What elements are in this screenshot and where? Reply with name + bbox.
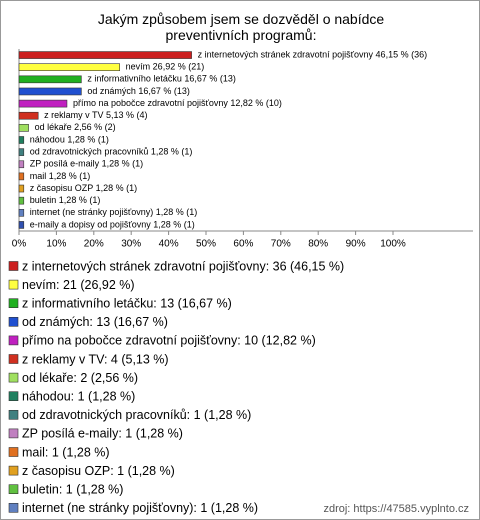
legend-swatch	[8, 447, 19, 457]
x-tick-label: 30%	[121, 239, 141, 250]
x-tick-label: 10%	[46, 239, 66, 250]
legend-swatch	[8, 391, 19, 402]
bar-label: buletin 1,28 % (1)	[30, 195, 101, 205]
legend-swatch	[8, 335, 19, 346]
bar	[18, 209, 25, 217]
bar-label: z internetových stránek zdravotní pojišť…	[198, 49, 428, 59]
legend-swatch	[8, 502, 19, 513]
bar-label: z informativního letáčku 16,67 % (13)	[87, 74, 236, 84]
bar-label: internet (ne stránky pojišťovny) 1,28 % …	[30, 207, 197, 217]
bar-label: mail 1,28 % (1)	[30, 171, 91, 181]
bar-label: přímo na pobočce zdravotní pojišťovny 12…	[73, 98, 282, 108]
bar-label: od lékaře 2,56 % (2)	[35, 122, 116, 132]
legend-swatch	[8, 279, 19, 290]
x-tick-label: 90%	[346, 239, 366, 250]
legend-swatch	[8, 316, 19, 327]
legend-label: internet (ne stránky pojišťovny): 1 (1,2…	[22, 501, 258, 515]
legend-swatch	[8, 484, 19, 495]
legend-label: nevím: 21 (26,92 %)	[22, 278, 135, 292]
legend-label: z reklamy v TV: 4 (5,13 %)	[22, 352, 169, 366]
bar	[18, 124, 29, 132]
chart-title: Jakým způsobem jsem se dozvěděl o nabídc…	[97, 11, 385, 43]
bar	[18, 63, 120, 72]
source: zdroj: https://47585.vyplnto.cz	[323, 503, 469, 515]
legend-label: od lékaře: 2 (2,56 %)	[22, 371, 138, 385]
legend-label: buletin: 1 (1,28 %)	[22, 482, 123, 496]
bar-label: z reklamy v TV 5,13 % (4)	[44, 110, 147, 120]
legend-label: náhodou: 1 (1,28 %)	[22, 389, 135, 403]
bar	[18, 148, 25, 156]
legend-swatch	[8, 261, 19, 271]
bar-label: náhodou 1,28 % (1)	[30, 134, 109, 144]
legend-label: přímo na pobočce zdravotní pojišťovny: 1…	[22, 334, 316, 348]
bar-label: nevím 26,92 % (21)	[126, 62, 205, 72]
x-tick-label: 40%	[159, 239, 179, 250]
legend-swatch	[8, 372, 19, 383]
bar	[18, 51, 192, 59]
bar-label: z časopisu OZP 1,28 % (1)	[30, 183, 137, 193]
bar	[18, 160, 25, 169]
bar	[18, 221, 25, 229]
bar	[18, 111, 39, 120]
bar-label: e-maily a dopisy od pojišťovny 1,28 % (1…	[30, 219, 195, 229]
bar	[18, 136, 25, 144]
legend-swatch	[8, 465, 19, 476]
legend-swatch	[8, 354, 19, 364]
legend-label: z informativního letáčku: 13 (16,67 %)	[22, 296, 232, 310]
legend-swatch	[8, 428, 19, 439]
x-tick-label: 70%	[271, 239, 291, 250]
bar	[18, 87, 82, 96]
legend-swatch	[8, 409, 19, 420]
x-tick-label: 50%	[196, 239, 216, 250]
x-tick-label: 60%	[233, 239, 253, 250]
x-tick-label: 100%	[380, 239, 406, 250]
x-tick-label: 20%	[84, 239, 104, 250]
bar	[18, 172, 25, 181]
x-tick-label: 0%	[12, 239, 27, 250]
bar	[18, 184, 25, 193]
bar-label: od zdravotnických pracovníků 1,28 % (1)	[30, 147, 193, 157]
legend-label: od známých: 13 (16,67 %)	[22, 315, 168, 329]
legend-label: mail: 1 (1,28 %)	[22, 445, 110, 459]
bar	[18, 75, 82, 84]
x-tick-label: 80%	[308, 239, 328, 250]
legend-label: ZP posílá e-maily: 1 (1,28 %)	[22, 427, 183, 441]
legend-swatch	[8, 298, 19, 309]
legend-label: z časopisu OZP: 1 (1,28 %)	[22, 464, 175, 478]
bar	[18, 196, 25, 205]
bar	[18, 99, 68, 108]
legend-label: od zdravotnických pracovníků: 1 (1,28 %)	[22, 408, 251, 422]
bar-label: ZP posílá e-maily 1,28 % (1)	[30, 159, 143, 169]
bar-label: od známých 16,67 % (13)	[87, 86, 190, 96]
legend-label: z internetových stránek zdravotní pojišť…	[22, 259, 344, 273]
